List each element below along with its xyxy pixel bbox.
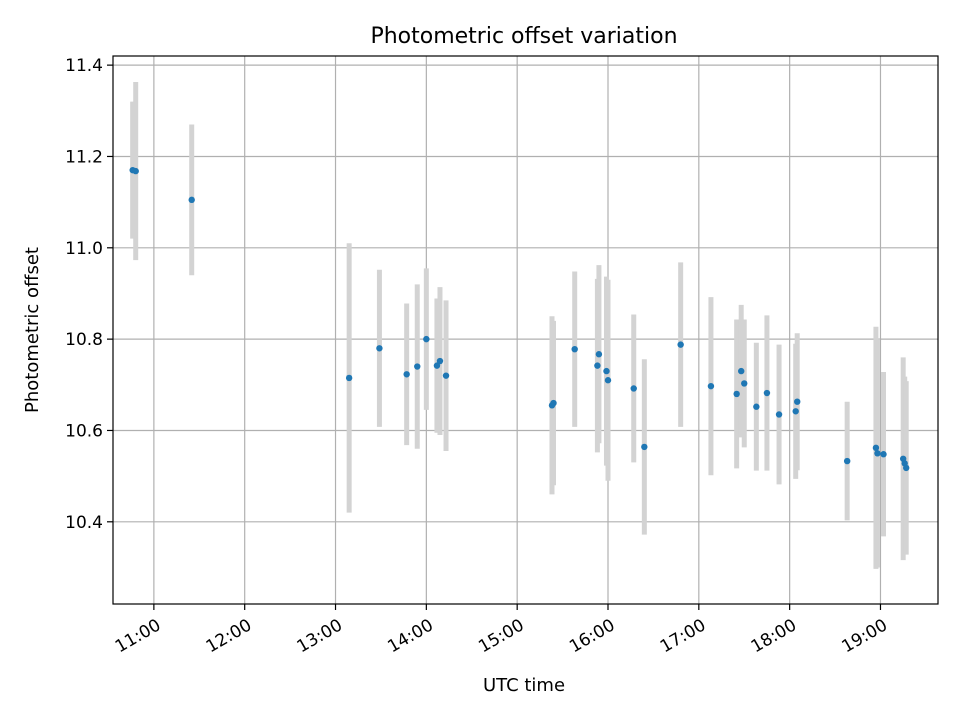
data-point — [188, 196, 195, 204]
chart-title: Photometric offset variation — [370, 24, 677, 49]
data-point — [436, 357, 444, 365]
data-point — [677, 341, 684, 348]
data-point — [376, 345, 383, 352]
plot-frame — [112, 55, 939, 605]
x-tick-label: 12:00 — [203, 615, 255, 657]
x-tick-label: 13:00 — [294, 615, 346, 657]
data-point — [403, 371, 410, 378]
data-point — [741, 380, 748, 387]
data-point — [594, 362, 601, 369]
x-tick-label: 11:00 — [112, 615, 164, 657]
grid — [113, 56, 938, 604]
data-point — [738, 367, 745, 375]
data-point — [843, 457, 851, 465]
data-point — [132, 167, 139, 175]
data-point — [641, 443, 648, 451]
data-point — [595, 351, 603, 358]
y-tick-label: 11.4 — [65, 56, 103, 76]
data-point — [433, 362, 441, 369]
data-point — [707, 382, 715, 390]
data-point — [571, 345, 578, 353]
data-point — [794, 398, 801, 405]
data-point — [603, 367, 610, 375]
y-tick-label: 10.8 — [65, 330, 103, 350]
y-tick-label: 10.6 — [65, 421, 103, 441]
data-point — [903, 464, 910, 472]
x-tick-label: 16:00 — [566, 615, 618, 657]
data-point — [550, 399, 557, 407]
data-point — [775, 411, 783, 418]
x-tick-label: 17:00 — [657, 615, 709, 657]
x-tick-label: 18:00 — [748, 615, 800, 657]
data-point — [763, 389, 771, 397]
y-tick-label: 10.4 — [65, 513, 103, 533]
x-tick-label: 19:00 — [839, 615, 891, 657]
data-point — [442, 372, 450, 379]
data-point — [753, 403, 760, 410]
data-point — [733, 390, 740, 398]
x-axis-label: UTC time — [483, 675, 565, 696]
y-axis-label: Photometric offset — [22, 247, 43, 413]
y-tick-label: 11.0 — [65, 239, 103, 259]
data-point — [792, 408, 799, 415]
data-point — [880, 451, 887, 458]
data-point — [423, 335, 430, 343]
data-points — [129, 166, 910, 472]
x-tick-label: 14:00 — [384, 615, 436, 657]
data-point — [630, 385, 637, 392]
data-point — [872, 444, 880, 452]
data-point — [604, 377, 612, 384]
data-point — [414, 363, 421, 370]
y-tick-label: 11.2 — [65, 147, 103, 167]
data-point — [345, 374, 353, 382]
data-point — [874, 450, 881, 457]
x-tick-label: 15:00 — [475, 615, 527, 657]
